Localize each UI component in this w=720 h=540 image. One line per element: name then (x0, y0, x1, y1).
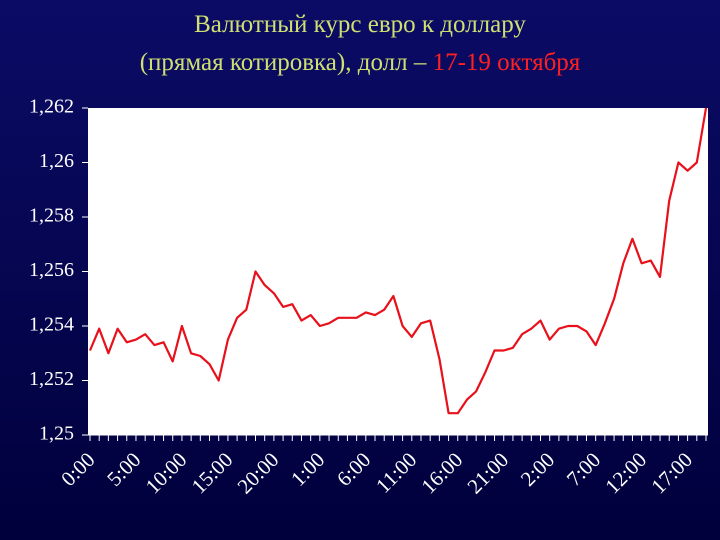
y-tick-label: 1,25 (39, 423, 74, 445)
y-tick-label: 1,262 (29, 96, 74, 118)
chart-title: Валютный курс евро к доллару (194, 11, 526, 38)
subtitle-text: (прямая котировка), долл – (140, 49, 427, 76)
subtitle-highlight: 17-19 октября (433, 49, 581, 76)
y-tick-label: 1,254 (29, 314, 74, 336)
y-tick-label: 1,258 (29, 205, 74, 227)
y-tick-label: 1,26 (39, 150, 74, 172)
y-tick-label: 1,252 (29, 368, 74, 390)
series-line (88, 107, 708, 415)
plot-area (88, 108, 708, 435)
chart-subtitle: (прямая котировка), долл – 17-19 октября (140, 49, 581, 76)
y-tick-label: 1,256 (29, 259, 74, 281)
